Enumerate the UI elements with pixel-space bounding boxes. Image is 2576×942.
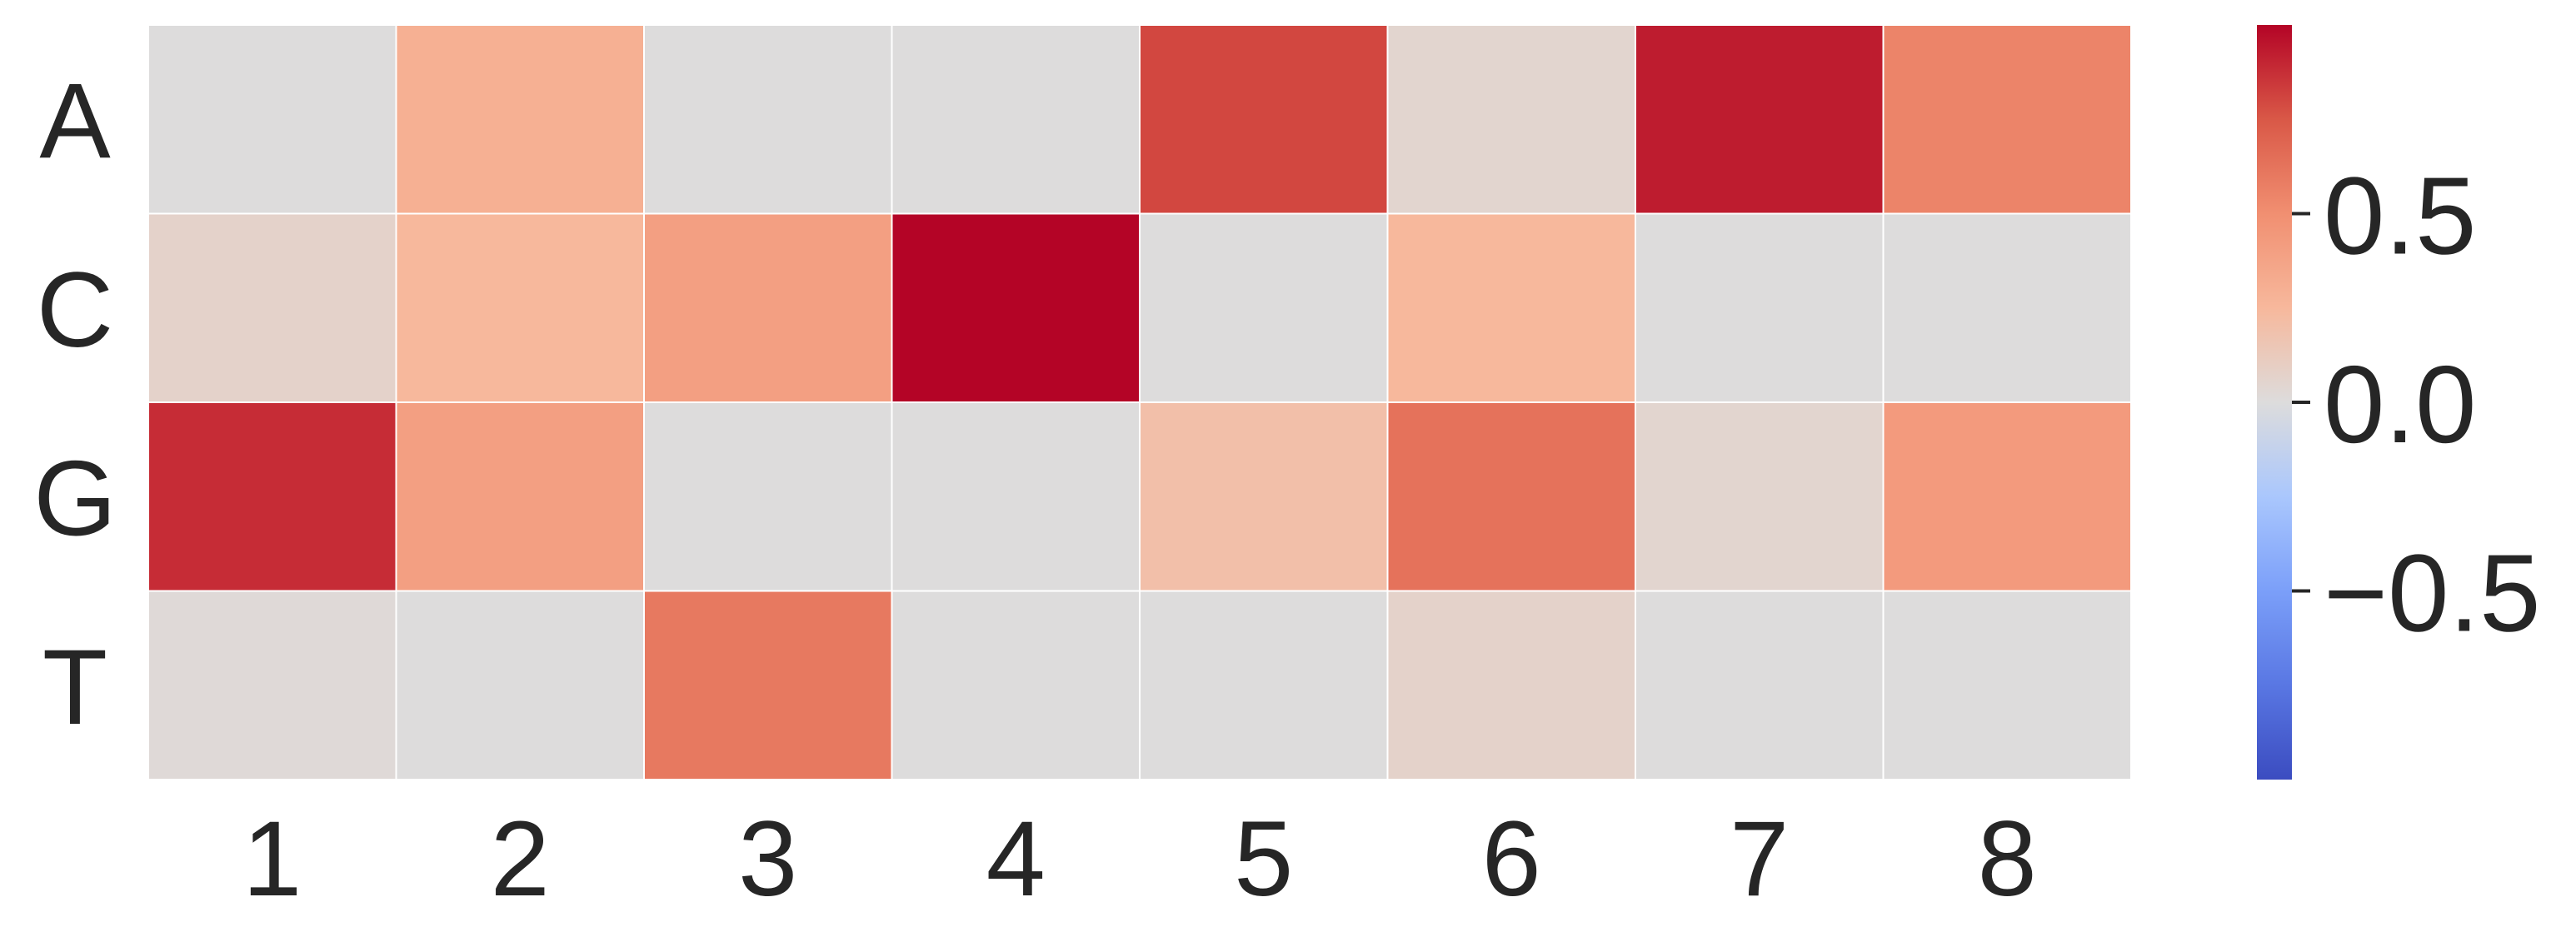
- x-tick-label: 2: [491, 800, 550, 919]
- heatmap-cell-A-7: [1635, 24, 1885, 215]
- heatmap-cell-G-6: [1386, 401, 1636, 592]
- heatmap-cell-G-7: [1635, 401, 1885, 592]
- heatmap-cell-T-4: [891, 590, 1141, 780]
- heatmap-cell-G-2: [395, 401, 645, 592]
- x-tick-labels: 1 2 3 4 5 6 7 8: [242, 800, 2037, 919]
- heatmap-cell-A-6: [1386, 24, 1636, 215]
- heatmap-cell-G-1: [147, 401, 397, 592]
- colorbar: 0.5 0.0 −0.5: [2257, 25, 2541, 780]
- heatmap-cell-C-1: [147, 212, 397, 403]
- colorbar-gradient: [2257, 25, 2292, 780]
- heatmap-cell-C-6: [1386, 212, 1636, 403]
- y-tick-label: A: [39, 62, 111, 181]
- heatmap-cell-T-3: [643, 590, 893, 780]
- colorbar-tick-label: −0.5: [2324, 532, 2541, 655]
- heatmap-cell-T-7: [1635, 590, 1885, 780]
- heatmap-cell-A-4: [891, 24, 1141, 215]
- heatmap-cell-G-3: [643, 401, 893, 592]
- heatmap-cell-A-1: [147, 24, 397, 215]
- heatmap-cell-G-5: [1139, 401, 1389, 592]
- heatmap-cell-A-2: [395, 24, 645, 215]
- y-tick-label: T: [42, 628, 107, 747]
- heatmap-cell-A-8: [1882, 24, 2132, 215]
- heatmap-cells: [147, 24, 2132, 780]
- x-tick-label: 3: [738, 800, 797, 919]
- heatmap-cell-T-1: [147, 590, 397, 780]
- heatmap-cell-C-8: [1882, 212, 2132, 403]
- x-tick-label: 4: [986, 800, 1046, 919]
- heatmap-cell-C-7: [1635, 212, 1885, 403]
- heatmap-cell-T-5: [1139, 590, 1389, 780]
- x-tick-label: 5: [1234, 800, 1293, 919]
- x-tick-label: 8: [1978, 800, 2037, 919]
- heatmap-cell-C-2: [395, 212, 645, 403]
- y-tick-label: G: [33, 439, 117, 558]
- x-tick-label: 6: [1482, 800, 1541, 919]
- heatmap-cell-A-3: [643, 24, 893, 215]
- heatmap-cell-G-8: [1882, 401, 2132, 592]
- heatmap-cell-C-3: [643, 212, 893, 403]
- y-tick-label: C: [37, 251, 113, 370]
- heatmap-cell-A-5: [1139, 24, 1389, 215]
- x-tick-label: 1: [242, 800, 302, 919]
- heatmap-cell-T-2: [395, 590, 645, 780]
- heatmap-cell-C-4: [891, 212, 1141, 403]
- colorbar-tick-label: 0.5: [2324, 155, 2477, 277]
- colorbar-tick-label: 0.0: [2324, 343, 2477, 466]
- heatmap-cell-T-8: [1882, 590, 2132, 780]
- x-tick-label: 7: [1730, 800, 1789, 919]
- heatmap-cell-T-6: [1386, 590, 1636, 780]
- heatmap-cell-G-4: [891, 401, 1141, 592]
- heatmap-cell-C-5: [1139, 212, 1389, 403]
